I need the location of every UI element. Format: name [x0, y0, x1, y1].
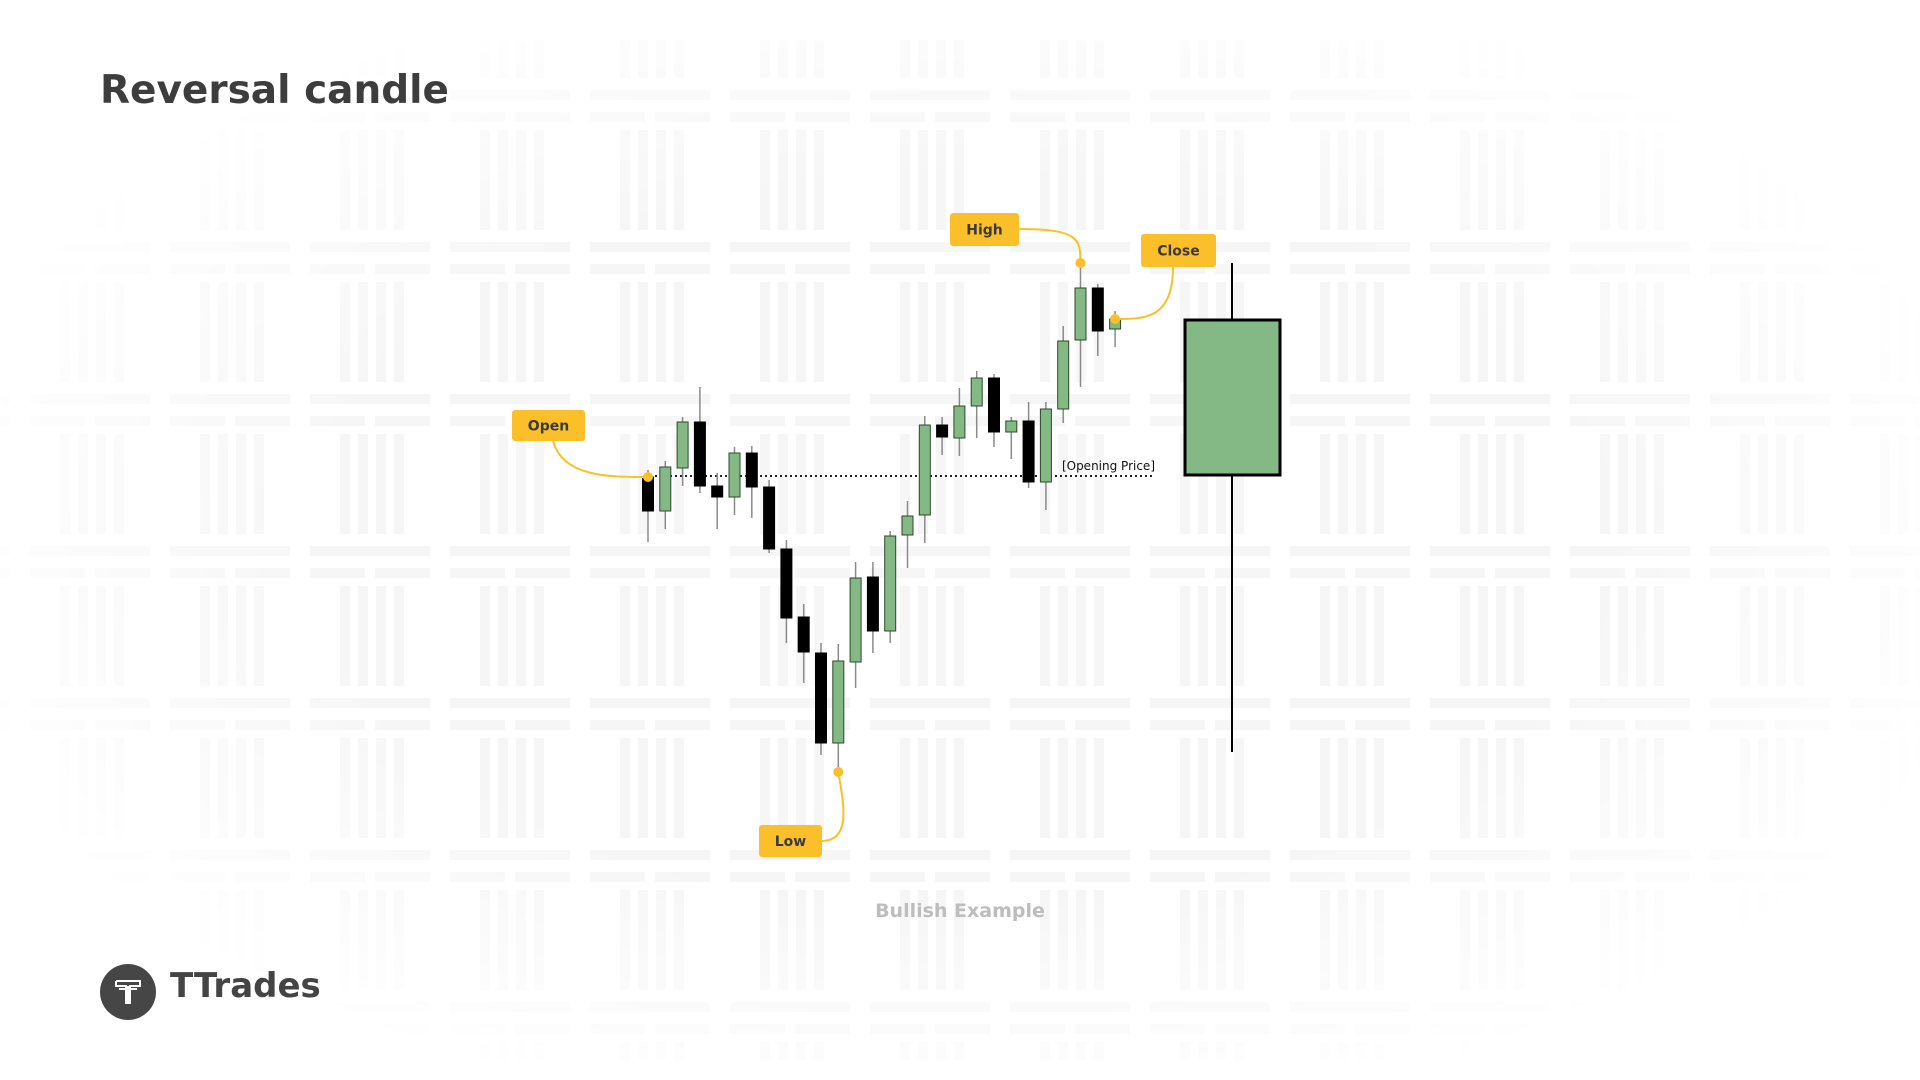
bullish-candle-body: [676, 421, 689, 469]
bullish-candle-body: [901, 515, 914, 536]
annotation-open: Open: [512, 410, 653, 482]
candle: [1091, 284, 1104, 356]
candle: [780, 540, 793, 643]
candle: [693, 387, 706, 493]
bearish-candle-body: [780, 548, 793, 619]
candle: [1074, 263, 1087, 387]
brand-name: TTrades: [170, 966, 321, 1006]
bullish-candle-body: [1005, 420, 1018, 433]
candle: [1005, 417, 1018, 459]
annotation-dot: [1110, 314, 1121, 324]
candle: [1057, 326, 1070, 423]
ttrades-logo-icon: [100, 964, 156, 1020]
bullish-candle-body: [659, 466, 672, 512]
bearish-candle-body: [711, 485, 724, 498]
bullish-candle-body: [918, 424, 931, 516]
candle: [815, 643, 827, 755]
annotation-connector: [1018, 228, 1082, 264]
candle: [936, 417, 949, 455]
annotation-high: High: [950, 213, 1086, 268]
opening-price-label: [Opening Price]: [1062, 459, 1155, 473]
bearish-candle-body: [745, 452, 758, 488]
annotation-label-box: [512, 410, 585, 441]
bearish-candle-body: [1022, 420, 1035, 483]
annotation-dot: [833, 767, 844, 777]
candle: [728, 447, 741, 515]
candle: [797, 604, 810, 683]
bullish-candle-body: [1057, 340, 1070, 410]
candle: [659, 461, 672, 529]
candle: [745, 446, 758, 518]
candle: [1039, 402, 1052, 510]
bearish-candle-body: [693, 421, 706, 487]
bullish-candle-body: [849, 577, 862, 663]
annotation-label-box: [950, 213, 1019, 246]
annotation-label-box: [1141, 234, 1216, 267]
candle: [676, 417, 689, 486]
chart-caption: Bullish Example: [875, 900, 1045, 922]
bearish-candle-body: [988, 377, 1000, 433]
bearish-candle-body: [1091, 287, 1104, 332]
bullish-candle-body: [884, 535, 897, 632]
candle: [849, 562, 862, 688]
bullish-candle-body: [970, 377, 983, 407]
candle: [901, 501, 914, 568]
bearish-candle-body: [797, 616, 810, 653]
candle: [832, 644, 845, 772]
bullish-candle-body: [953, 405, 966, 439]
bullish-candle-body: [1074, 287, 1087, 341]
annotation-label: High: [966, 223, 1003, 239]
bearish-candle-body: [815, 652, 827, 744]
annotation-dot: [643, 472, 653, 482]
annotation-connector: [552, 440, 649, 478]
candle: [988, 374, 1000, 447]
candle: [918, 416, 931, 543]
candle: [1022, 402, 1035, 488]
candle: [953, 388, 966, 456]
bearish-candle-body: [642, 476, 654, 512]
annotation-label: Close: [1157, 244, 1200, 260]
candle: [866, 562, 879, 653]
bearish-candle-body: [763, 486, 776, 550]
annotation-dot: [1075, 258, 1086, 268]
annotation-label: Low: [775, 834, 807, 850]
candle: [711, 473, 724, 529]
bullish-candle-body: [1039, 408, 1052, 483]
bullish-candle-body: [728, 452, 741, 498]
candle: [970, 371, 983, 438]
page-title: Reversal candle: [100, 68, 450, 113]
reversal-candle-body: [1183, 318, 1282, 477]
annotation-label: Open: [528, 419, 569, 435]
bearish-candle-body: [936, 424, 949, 438]
bullish-candle-body: [832, 660, 845, 744]
annotation-close: Close: [1110, 234, 1216, 324]
bearish-candle-body: [866, 576, 879, 632]
annotation-label-box: [759, 825, 822, 857]
candle: [763, 480, 776, 553]
candle: [884, 531, 897, 643]
annotation-low: Low: [759, 767, 845, 857]
annotation-connector: [1115, 266, 1174, 320]
annotation-connector: [821, 771, 845, 842]
